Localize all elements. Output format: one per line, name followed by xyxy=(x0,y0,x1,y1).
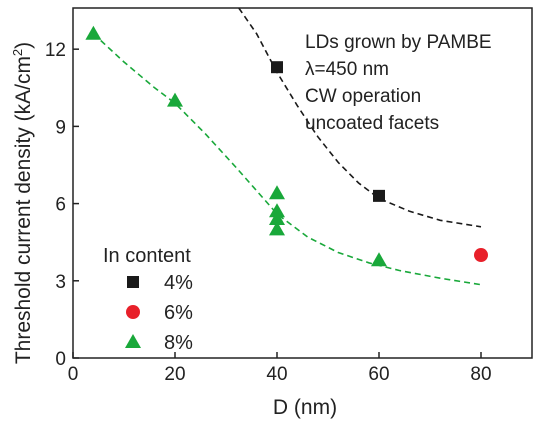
legend-title: In content xyxy=(103,245,191,267)
y-axis-title-main: Threshold current density (kA/cm xyxy=(12,56,35,364)
y-axis-title-sup: 2 xyxy=(10,49,25,56)
data-point-triangle xyxy=(85,25,102,40)
legend-marker-triangle xyxy=(125,334,141,348)
y-tick-label: 0 xyxy=(55,349,66,370)
data-point-triangle xyxy=(269,185,285,200)
plot-frame xyxy=(72,7,533,359)
y-tick-label: 3 xyxy=(55,272,66,293)
data-point-square xyxy=(373,189,385,202)
legend-label: 6% xyxy=(164,302,193,324)
data-point-triangle xyxy=(269,211,285,226)
data-point-circle xyxy=(474,248,488,263)
x-tick-label: 60 xyxy=(368,364,389,385)
annotation-line: λ=450 nm xyxy=(305,59,389,80)
y-tick-label: 6 xyxy=(55,195,66,216)
x-tick-label: 80 xyxy=(470,364,491,385)
x-tick-label: 40 xyxy=(266,364,287,385)
annotation-line: LDs grown by PAMBE xyxy=(305,32,492,53)
x-tick-label: 20 xyxy=(164,364,185,385)
y-axis-title: Threshold current density (kA/cm2) xyxy=(10,42,35,364)
fit-line-1 xyxy=(92,33,482,286)
data-point-square xyxy=(271,61,283,74)
annotation-line: uncoated facets xyxy=(305,113,439,134)
legend-label: 4% xyxy=(164,272,193,294)
y-tick-label: 9 xyxy=(55,117,66,138)
data-point-triangle xyxy=(269,221,285,236)
legend-marker-circle xyxy=(126,305,140,319)
annotation-line: CW operation xyxy=(305,86,421,107)
data-point-triangle xyxy=(371,252,387,267)
data-point-triangle xyxy=(269,203,285,218)
y-tick-label: 12 xyxy=(45,40,66,61)
x-axis-title: D (nm) xyxy=(273,396,337,419)
x-tick-label: 0 xyxy=(68,364,79,385)
legend-marker-square xyxy=(127,276,139,288)
fit-line-0 xyxy=(238,7,482,228)
y-axis-title-close: ) xyxy=(12,42,35,49)
data-point-triangle xyxy=(167,92,183,107)
legend-label: 8% xyxy=(164,332,193,354)
